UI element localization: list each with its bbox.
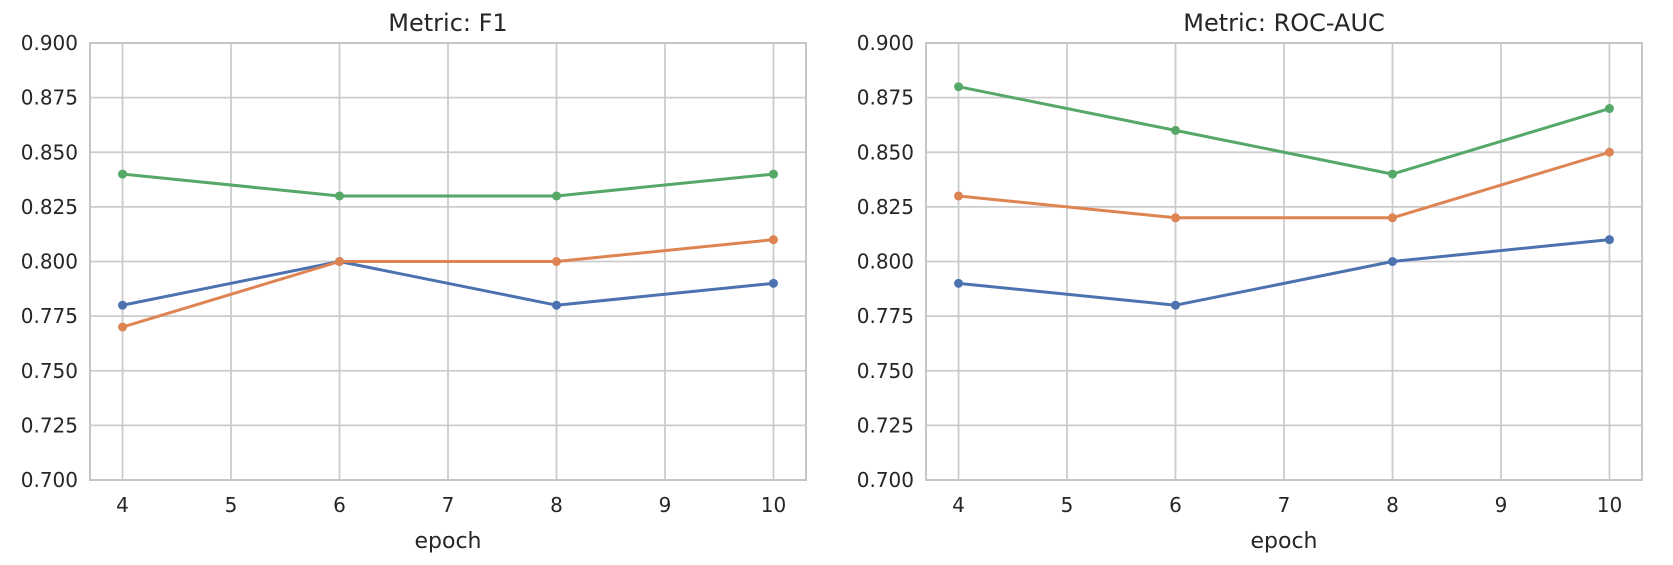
y-tick-label: 0.700 [857,468,914,492]
chart-roc-auc: Metric: ROC-AUC 0.700 0.725 0.750 0.775 0.80… [836,0,1672,565]
y-tick-label: 0.725 [857,413,914,437]
y-tick-label: 0.750 [21,359,78,383]
series-orange-marker [1387,213,1397,223]
plot-area: 0.700 0.725 0.750 0.775 0.800 0.825 0.850 0.875… [857,31,1643,517]
series-blue-marker [768,278,778,288]
series-blue-marker [551,300,561,310]
series-blue-marker [1387,257,1397,266]
series-orange-marker [551,257,561,266]
chart-title: Metric: ROC-AUC [1183,9,1385,37]
x-tick-label: 8 [550,493,563,517]
series-blue-marker [954,278,964,288]
series-blue-line [957,238,1611,307]
plot-area: 0.700 0.725 0.750 0.775 0.800 0.825 0.850 0.875… [21,31,807,517]
series-green-marker [1171,125,1181,135]
x-tick-label: 7 [1278,493,1291,517]
x-tick-label: 5 [1061,493,1074,517]
x-tick-label: 7 [442,493,455,517]
y-tick-label: 0.775 [857,304,914,328]
series-blue-line [121,260,775,307]
x-tick-label: 4 [952,493,965,517]
y-tick-label: 0.825 [857,195,914,219]
series-orange-marker [768,235,778,245]
y-tick-label: 0.750 [857,359,914,383]
x-tick-label: 5 [225,493,238,517]
chart-f1: Metric: F1 0.700 0.725 0.750 0.775 0.800 0.82… [0,0,836,565]
y-tick-label: 0.900 [857,31,914,55]
x-axis-label: epoch [415,529,482,554]
plot-border [89,42,807,481]
series-orange-marker [118,322,128,332]
x-tick-label: 6 [333,493,346,517]
y-tick-label: 0.850 [857,140,914,164]
plot-border [925,42,1643,481]
series-green-marker [954,82,964,92]
x-tick-label: 10 [1597,493,1622,517]
x-tick-label: 4 [116,493,129,517]
x-tick-label: 9 [659,493,672,517]
series-green-line [121,172,775,198]
y-tick-label: 0.875 [21,86,78,110]
series-orange-marker [1171,213,1181,223]
series-orange-marker [954,191,964,201]
series-orange-marker [335,257,345,266]
series-green-line [957,85,1611,176]
y-tick-label: 0.700 [21,468,78,492]
x-tick-label: 8 [1386,493,1399,517]
y-tick-label: 0.875 [857,86,914,110]
y-tick-label: 0.775 [21,304,78,328]
series-blue-marker [1171,300,1181,310]
series-orange-line [957,150,1611,220]
y-tick-label: 0.825 [21,195,78,219]
x-tick-label: 10 [761,493,786,517]
x-tick-label: 6 [1169,493,1182,517]
roc-auc-line-chart: Metric: ROC-AUC 0.700 0.725 0.750 0.775 0.80… [857,9,1643,554]
chart-title: Metric: F1 [388,9,507,37]
series-orange-marker [1604,147,1614,157]
y-tick-label: 0.850 [21,140,78,164]
series-green-marker [1604,104,1614,114]
f1-line-chart: Metric: F1 0.700 0.725 0.750 0.775 0.800 0.82… [21,9,807,554]
series-green-marker [1387,169,1397,179]
series-blue-marker [118,300,128,310]
x-tick-label: 9 [1495,493,1508,517]
series-green-marker [551,191,561,201]
series-green-marker [768,169,778,179]
y-tick-label: 0.725 [21,413,78,437]
series-green-marker [118,169,128,179]
series-green-marker [335,191,345,201]
series-orange-line [121,238,775,329]
x-axis-label: epoch [1251,529,1318,554]
y-tick-label: 0.900 [21,31,78,55]
series-blue-marker [1604,235,1614,245]
y-tick-label: 0.800 [857,250,914,274]
y-tick-label: 0.800 [21,250,78,274]
